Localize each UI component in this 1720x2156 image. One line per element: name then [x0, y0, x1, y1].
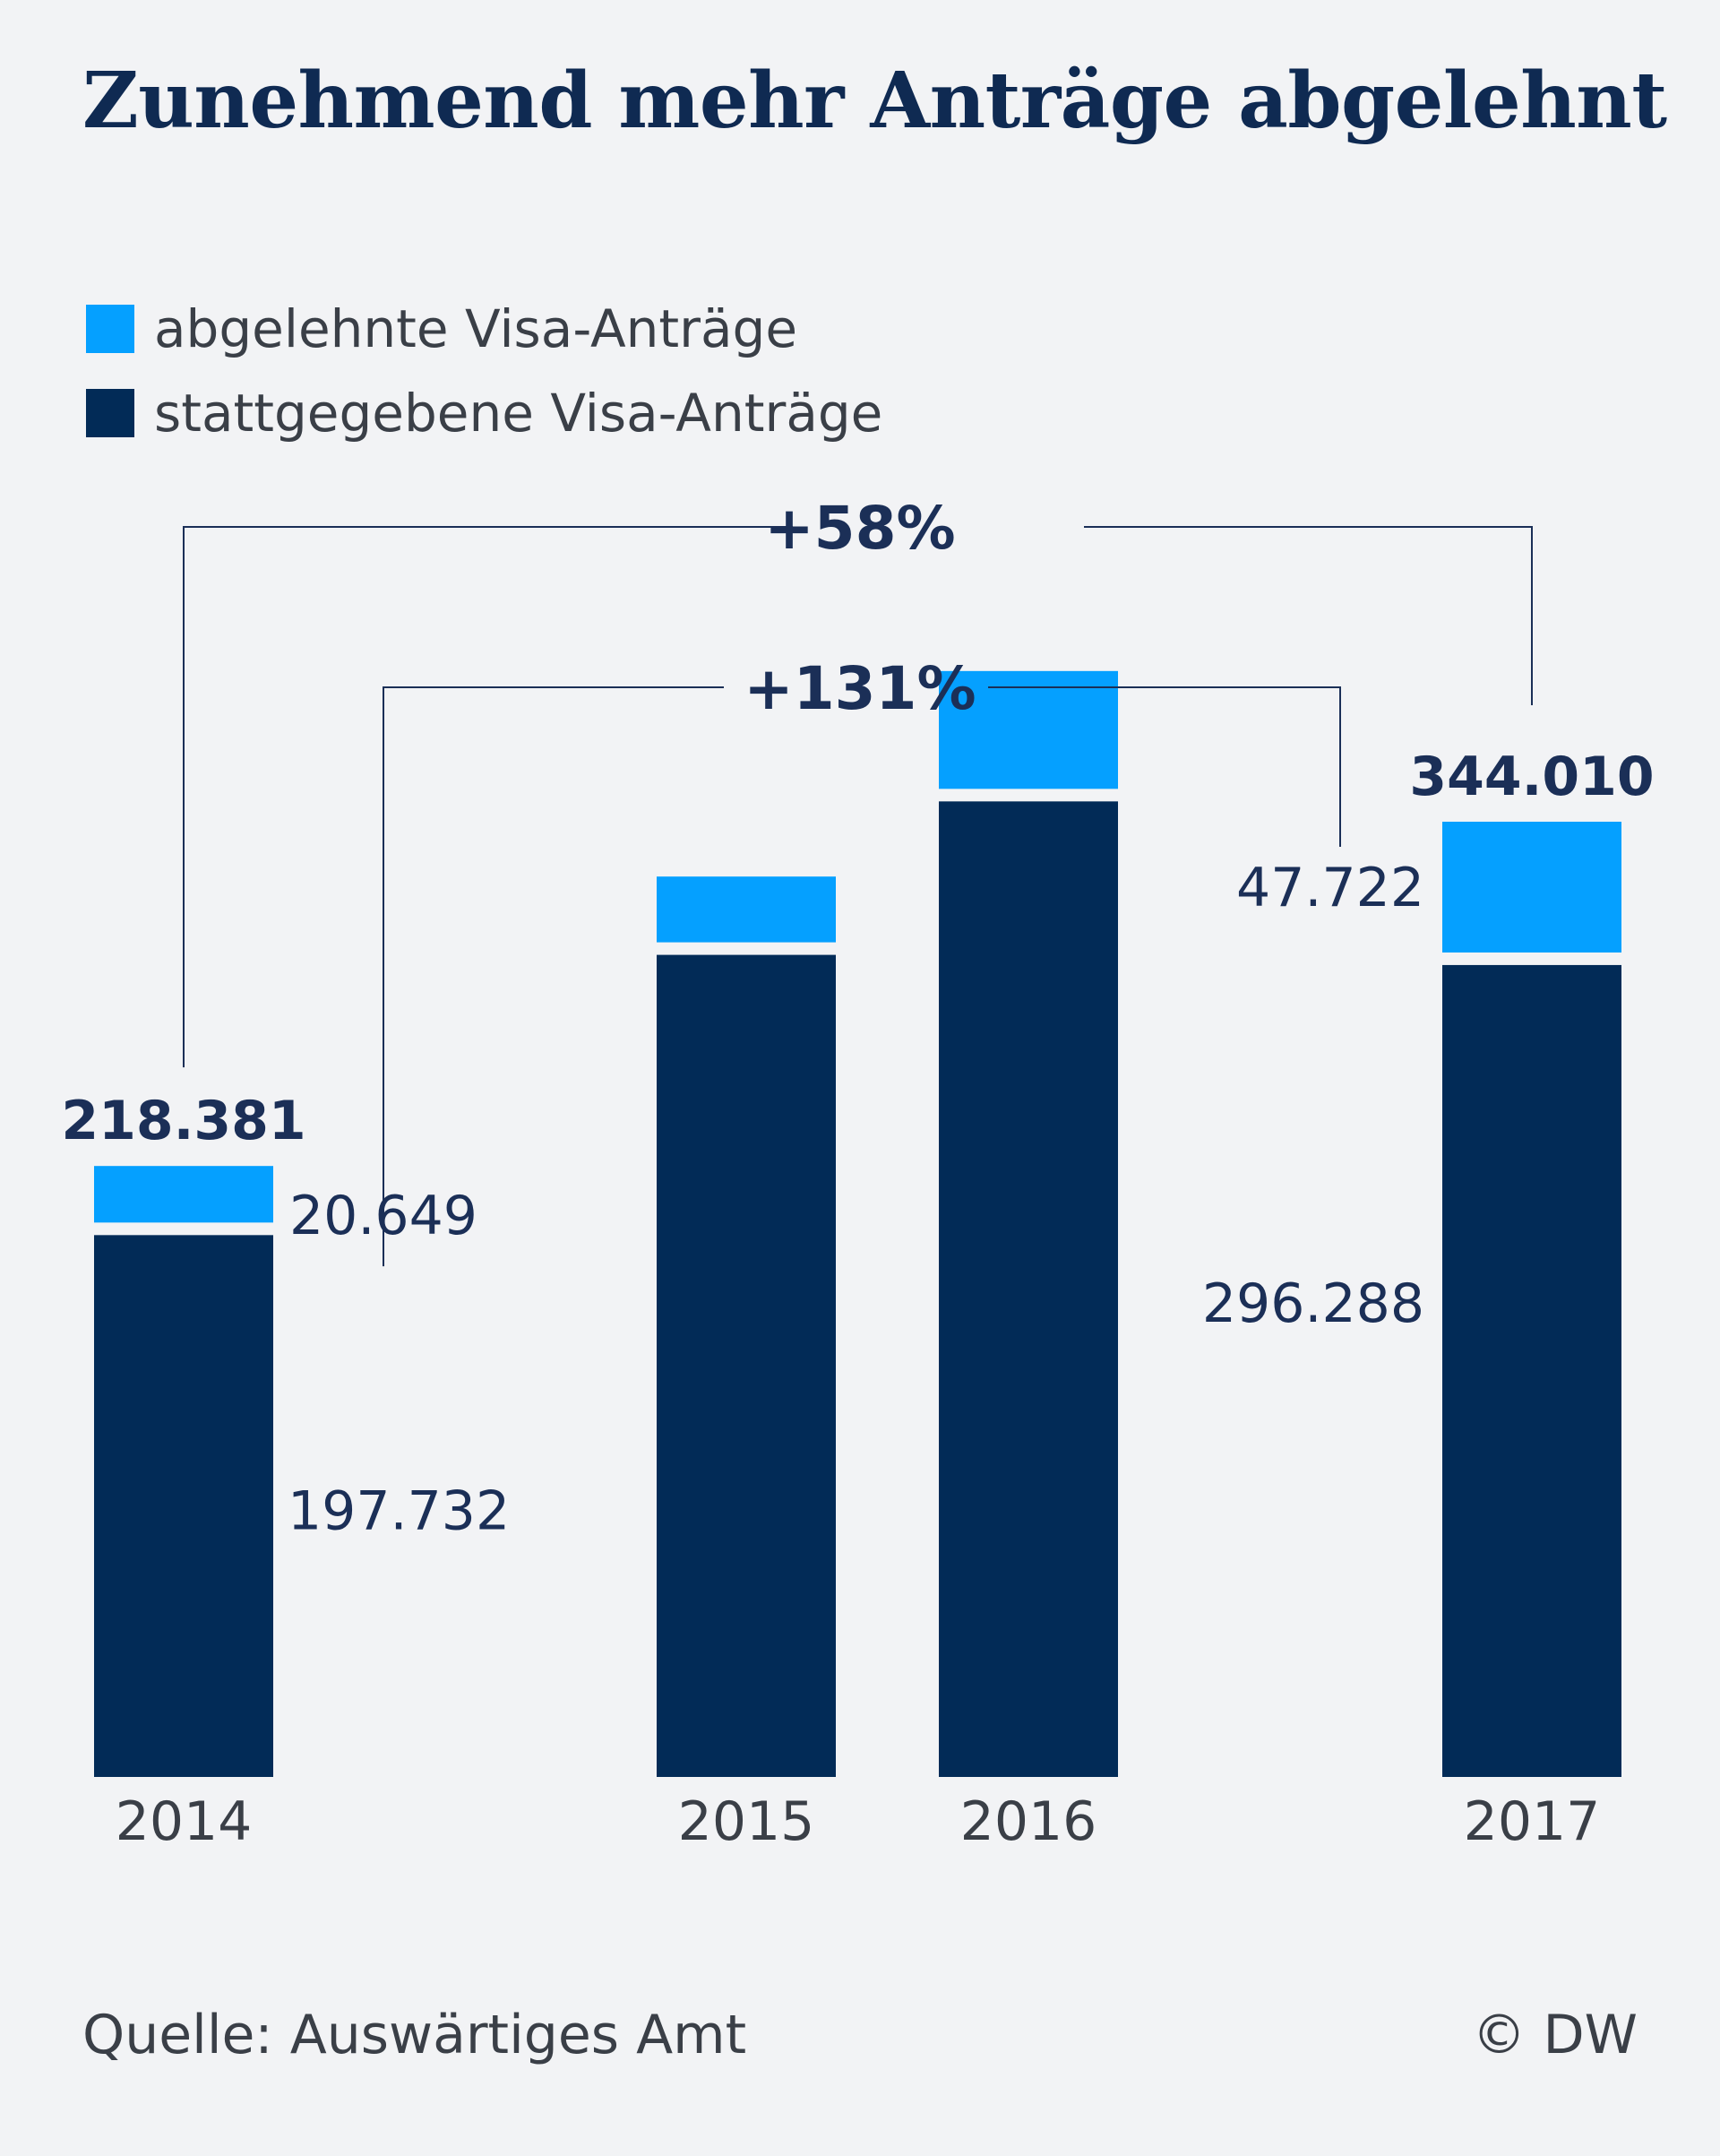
- legend: abgelehnte Visa-Anträge stattgegebene Vi…: [86, 287, 882, 455]
- legend-label-approved: stattgegebene Visa-Anträge: [154, 383, 883, 444]
- legend-item-rejected: abgelehnte Visa-Anträge: [86, 287, 882, 371]
- total-label-2017: 344.010: [1409, 746, 1654, 808]
- bar-approved-2015: [657, 954, 836, 1777]
- approved-label-2017: 296.288: [1202, 1272, 1424, 1335]
- growth-rejected-label: +131%: [744, 654, 976, 723]
- x-tick-label-2015: 2015: [678, 1790, 815, 1853]
- bracket-total-left: [183, 526, 793, 1068]
- growth-total-label: +58%: [764, 494, 955, 563]
- bar-rejected-2014: [94, 1166, 273, 1223]
- x-tick-label-2017: 2017: [1464, 1790, 1601, 1853]
- bracket-rejected-right: [988, 686, 1341, 847]
- bar-rejected-2016: [939, 670, 1118, 789]
- legend-swatch-rejected: [86, 305, 134, 353]
- chart-title: Zunehmend mehr Anträge abgelehnt: [82, 56, 1667, 146]
- copyright-credit: © DW: [1472, 2004, 1638, 2066]
- x-tick-label-2014: 2014: [116, 1790, 253, 1853]
- source-note: Quelle: Auswärtiges Amt: [82, 2004, 747, 2066]
- x-tick-label-2016: 2016: [960, 1790, 1097, 1853]
- bracket-total-right: [1084, 526, 1533, 705]
- legend-swatch-approved: [86, 389, 134, 437]
- bar-approved-2016: [939, 801, 1118, 1777]
- bar-rejected-2015: [657, 876, 836, 943]
- bracket-rejected-left: [383, 686, 724, 1267]
- bar-rejected-2017: [1442, 822, 1621, 953]
- bar-approved-2017: [1442, 964, 1621, 1777]
- legend-item-approved: stattgegebene Visa-Anträge: [86, 371, 882, 455]
- bar-approved-2014: [94, 1235, 273, 1777]
- total-label-2014: 218.381: [61, 1090, 305, 1152]
- legend-label-rejected: abgelehnte Visa-Anträge: [154, 298, 798, 359]
- approved-label-2014: 197.732: [288, 1480, 510, 1543]
- rejected-label-2017: 47.722: [1236, 857, 1424, 919]
